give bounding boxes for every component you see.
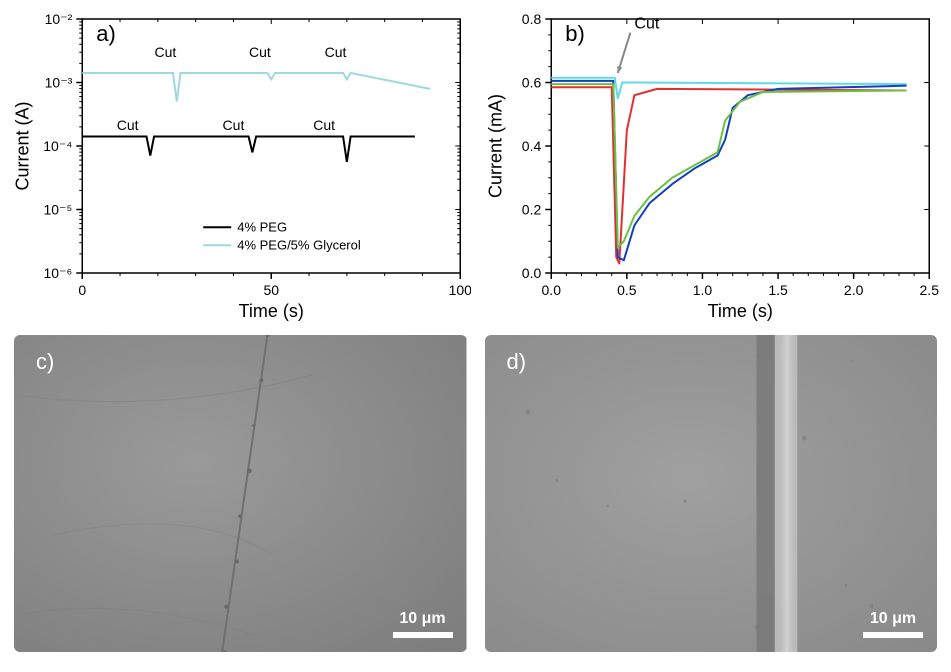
chart-b-svg: 0.0 0.5 1.0 1.5 2.0 2.5 0.0 0.2 0.4 0.6 0.8 Time (s… [481,5,942,325]
svg-text:10⁻⁵: 10⁻⁵ [43,202,72,218]
panel-c-scalebar: 10 μm [393,610,453,638]
svg-text:Cut: Cut [117,117,139,133]
svg-text:4% PEG/5% Glycerol: 4% PEG/5% Glycerol [237,237,361,252]
svg-text:2.5: 2.5 [919,282,939,298]
svg-text:10⁻⁴: 10⁻⁴ [43,138,72,154]
svg-text:Cut: Cut [634,16,659,33]
svg-text:1.0: 1.0 [692,282,712,298]
svg-text:4% PEG: 4% PEG [237,219,287,234]
chart-a-svg: 10⁻⁶ 10⁻⁵ 10⁻⁴ 10⁻³ 10⁻² 0 50 100 Time (s) Curren… [10,5,471,325]
sem-c-svg [14,335,467,652]
svg-text:0.4: 0.4 [521,138,541,154]
svg-text:Time (s): Time (s) [707,301,772,321]
svg-text:0.5: 0.5 [617,282,637,298]
svg-text:Cut: Cut [155,44,177,60]
svg-text:0: 0 [78,282,86,298]
svg-text:Cut: Cut [223,117,245,133]
svg-text:0.6: 0.6 [521,75,541,91]
svg-text:a): a) [96,21,116,46]
svg-text:100: 100 [449,282,471,298]
svg-text:50: 50 [263,282,279,298]
svg-text:10⁻³: 10⁻³ [45,75,73,91]
panel-c-scale-text: 10 μm [399,610,445,628]
panel-d-label: d) [507,349,527,375]
svg-text:Cut: Cut [313,117,335,133]
panel-d-scale-text: 10 μm [870,610,916,628]
svg-text:b): b) [565,21,585,46]
panel-a: 10⁻⁶ 10⁻⁵ 10⁻⁴ 10⁻³ 10⁻² 0 50 100 Time (s) Curren… [10,5,471,325]
panel-d-scalebar: 10 μm [863,610,923,638]
svg-text:Time (s): Time (s) [239,301,304,321]
svg-text:0.2: 0.2 [521,202,541,218]
sem-d-svg [485,335,938,652]
top-row: 10⁻⁶ 10⁻⁵ 10⁻⁴ 10⁻³ 10⁻² 0 50 100 Time (s) Curren… [0,0,951,330]
svg-text:0.8: 0.8 [521,11,541,27]
svg-text:10⁻²: 10⁻² [45,11,73,27]
svg-text:0.0: 0.0 [521,265,541,281]
svg-text:2.0: 2.0 [843,282,863,298]
svg-text:10⁻⁶: 10⁻⁶ [44,265,73,281]
panel-c: c) 10 μm [14,335,467,652]
panel-d-scale-line [863,632,923,638]
panel-b: 0.0 0.5 1.0 1.5 2.0 2.5 0.0 0.2 0.4 0.6 0.8 Time (s… [481,5,942,325]
svg-text:0.0: 0.0 [541,282,561,298]
svg-text:Cut: Cut [249,44,271,60]
bottom-row: c) 10 μm d) 10 μm [0,330,951,662]
svg-text:Current (mA): Current (mA) [485,94,505,198]
panel-d: d) 10 μm [485,335,938,652]
svg-text:Cut: Cut [325,44,347,60]
svg-text:1.5: 1.5 [768,282,788,298]
figure-container: 10⁻⁶ 10⁻⁵ 10⁻⁴ 10⁻³ 10⁻² 0 50 100 Time (s) Curren… [0,0,951,672]
panel-c-scale-line [393,632,453,638]
panel-c-label: c) [36,349,54,375]
svg-text:Current (A): Current (A) [12,101,32,190]
